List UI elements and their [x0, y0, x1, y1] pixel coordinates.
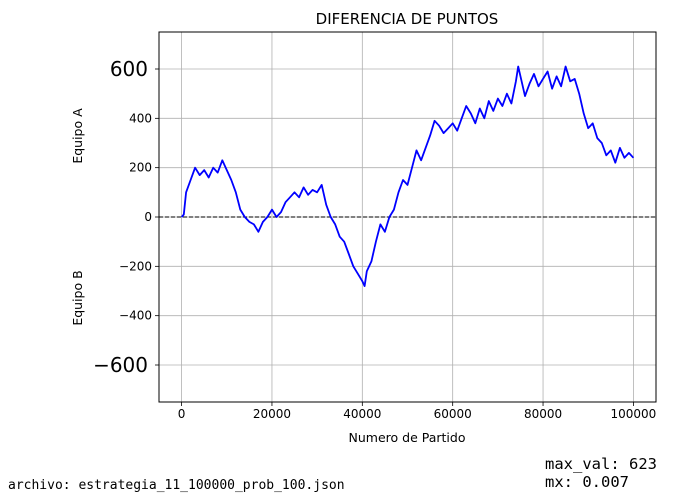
series-line [180, 65, 635, 288]
y-tick-label-large: −600 [93, 353, 148, 377]
y-axis: −400 −200 0 200 400 −600 600 [93, 57, 159, 377]
mx-value-label: mx: 0.007 [545, 473, 629, 491]
y-tick-label: −200 [119, 259, 152, 273]
file-name-label: archivo: estrategia_11_100000_prob_100.j… [8, 478, 345, 493]
chart-title: DIFERENCIA DE PUNTOS [316, 10, 499, 28]
max-value-label: max_val: 623 [545, 455, 657, 473]
x-tick-label: 20000 [253, 407, 291, 421]
y-axis-label-bottom: Equipo B [70, 270, 85, 325]
y-tick-label: 200 [129, 161, 152, 175]
x-tick-label: 0 [178, 407, 186, 421]
x-tick-label: 60000 [434, 407, 472, 421]
stats-block: max_val: 623 mx: 0.007 [545, 455, 657, 491]
x-axis: 0 20000 40000 60000 80000 100000 [178, 402, 657, 421]
y-axis-label-top: Equipo A [70, 108, 85, 164]
y-tick-label-large: 600 [110, 57, 148, 81]
x-tick-label: 100000 [611, 407, 657, 421]
x-tick-label: 40000 [343, 407, 381, 421]
y-tick-label: 400 [129, 111, 152, 125]
x-axis-label: Numero de Partido [349, 430, 466, 445]
y-tick-label: 0 [144, 210, 152, 224]
y-tick-label: −400 [119, 309, 152, 323]
x-tick-label: 80000 [524, 407, 562, 421]
